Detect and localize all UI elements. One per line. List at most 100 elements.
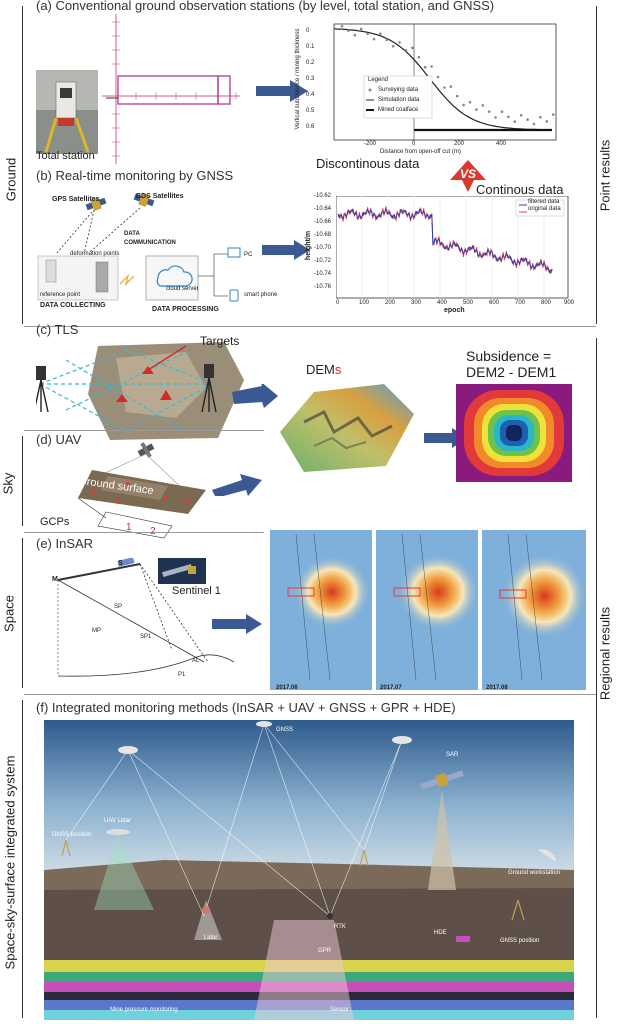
survey-point <box>430 65 433 68</box>
gnss-timeseries-plot <box>336 196 569 299</box>
sentinel-image <box>158 558 206 584</box>
ytick: -10.72 <box>314 258 332 264</box>
xtick: 600 <box>489 300 500 306</box>
survey-point <box>436 75 440 79</box>
label-sky: Sky <box>0 472 16 495</box>
survey-point <box>500 110 504 113</box>
f-gpr: GPR <box>318 948 332 954</box>
xtick: 200 <box>385 300 396 306</box>
plot-b-yticks: -10.62 -10.64 -10.66 -10.68 -10.70 -10.7… <box>314 193 336 297</box>
server-label: cloud server <box>166 286 199 292</box>
ytick: -10.64 <box>314 206 332 212</box>
ytick: -10.76 <box>314 284 332 290</box>
plot-b-xlabel: epoch <box>444 307 465 314</box>
survey-point <box>487 110 491 113</box>
plot-a-xlabel: Distance from open-off cut (m) <box>380 149 461 155</box>
survey-point <box>494 116 497 119</box>
survey-point <box>372 37 376 41</box>
geom-p1: P1 <box>178 672 186 678</box>
arrow-d <box>212 474 262 496</box>
uav-survey-scene <box>77 442 206 539</box>
ytick: -10.66 <box>314 219 332 225</box>
insar-results <box>270 530 586 690</box>
xtick: 400 <box>496 141 507 147</box>
dems-suffix: s <box>334 362 342 377</box>
total-station-label: Total station <box>36 150 95 162</box>
sentinel-label: Sentinel 1 <box>172 585 221 597</box>
phone-label: smart phone <box>244 292 278 298</box>
ytick: 0 <box>306 28 310 34</box>
insar-date-1: 2017.06 <box>276 685 298 691</box>
survey-point <box>411 46 414 50</box>
survey-point <box>353 33 357 37</box>
divider-ground <box>24 326 596 327</box>
f-gnss-position-right: GNSS position <box>500 938 540 944</box>
gnss-network-diagram <box>37 192 241 302</box>
plot-a-yticks: 0 0.1 0.2 0.3 0.4 0.5 0.6 <box>306 28 318 130</box>
insar-tile-2017-07 <box>376 530 478 690</box>
bds-label: BDS Satellites <box>136 193 184 200</box>
ytick: 0.2 <box>306 60 315 66</box>
xtick: 400 <box>437 300 448 306</box>
survey-point <box>455 94 459 98</box>
survey-point <box>545 120 549 123</box>
f-sensor: Sensor <box>330 1007 350 1013</box>
label-regional-results: Regional results <box>597 606 613 701</box>
survey-point <box>481 104 485 107</box>
label-space: Space <box>1 595 17 632</box>
survey-point <box>475 108 478 111</box>
ytick: -10.62 <box>314 193 332 199</box>
f-hde: HDE <box>434 930 447 936</box>
f-rtk: RTK <box>334 924 346 930</box>
dem-terrain-image <box>280 384 414 472</box>
plot-b-xticks: 0 100 200 300 400 500 600 700 800 900 <box>336 300 574 308</box>
ytick: 0.3 <box>306 76 315 82</box>
ytick: 0.1 <box>306 44 315 50</box>
divider-space <box>24 532 264 533</box>
targets-label: Targets <box>200 334 240 348</box>
panel-b-title: (b) Real-time monitoring by GNSS <box>36 168 234 183</box>
legend-coalface: Mined coalface <box>378 107 419 113</box>
gcp-number-2: 2 <box>150 526 156 537</box>
survey-point <box>449 85 453 88</box>
f-mine-pressure: Mine pressure monitoring <box>110 1007 178 1013</box>
tls-scan-scene <box>36 342 244 440</box>
continuous-label: Continous data <box>476 182 564 197</box>
label-point-results: Point results <box>597 139 613 212</box>
gps-label: GPS Satellites <box>52 196 100 203</box>
insar-geometry <box>57 558 235 677</box>
ytick: -10.74 <box>314 271 332 277</box>
survey-point <box>385 38 389 41</box>
dems-label: DEMs <box>306 362 341 377</box>
subsidence-plot <box>333 23 557 141</box>
legend-simulation: Simulation data <box>378 97 420 103</box>
survey-point <box>443 86 446 89</box>
gcps-label: GCPs <box>40 516 70 528</box>
xtick: -200 <box>364 141 377 147</box>
xtick: 100 <box>359 300 370 306</box>
point-divider <box>596 6 597 324</box>
xtick: 900 <box>564 300 575 306</box>
survey-point <box>551 113 555 116</box>
dems-prefix: DEM <box>306 362 335 377</box>
ground-divider <box>22 6 23 324</box>
legend-surveying: Surveying data <box>378 87 419 93</box>
survey-point <box>379 32 382 35</box>
divider-sky <box>24 430 264 431</box>
arrow-b <box>262 240 310 260</box>
integrated-divider <box>22 700 23 1018</box>
survey-point <box>366 32 369 36</box>
survey-point <box>423 65 427 69</box>
xtick: 0 <box>336 300 340 306</box>
xtick: 700 <box>515 300 526 306</box>
ytick: 0.5 <box>306 108 315 114</box>
legend-title: Legend <box>368 77 389 83</box>
arrow-a <box>256 80 308 102</box>
divider-integrated <box>24 694 596 695</box>
panel-f-title: (f) Integrated monitoring methods (InSAR… <box>36 700 456 715</box>
integrated-system-scene <box>44 720 574 1020</box>
comm-label: DATA COMMUNICATION <box>124 231 176 246</box>
collecting-label: DATA COLLECTING <box>40 302 106 309</box>
panel-a-title: (a) Conventional ground observation stat… <box>36 0 495 13</box>
geom-sp1: SP1 <box>140 634 152 640</box>
